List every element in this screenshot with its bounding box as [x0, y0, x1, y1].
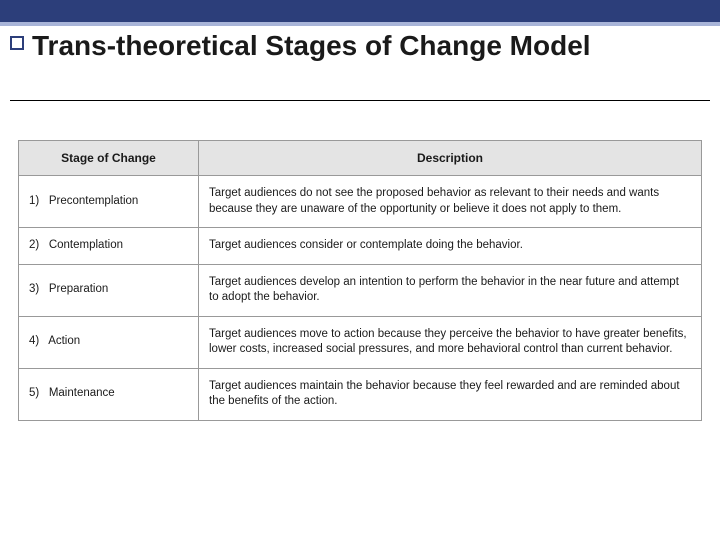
title-underline	[10, 100, 710, 101]
table-header-row: Stage of Change Description	[19, 141, 702, 176]
stage-num: 3)	[29, 283, 39, 295]
description-cell: Target audiences develop an intention to…	[199, 264, 702, 316]
description-cell: Target audiences maintain the behavior b…	[199, 368, 702, 420]
table-row: 3) Preparation Target audiences develop …	[19, 264, 702, 316]
description-cell: Target audiences do not see the proposed…	[199, 176, 702, 228]
table-row: 1) Precontemplation Target audiences do …	[19, 176, 702, 228]
stage-cell: 5) Maintenance	[19, 368, 199, 420]
header-stage: Stage of Change	[19, 141, 199, 176]
stage-cell: 3) Preparation	[19, 264, 199, 316]
table-row: 2) Contemplation Target audiences consid…	[19, 228, 702, 265]
stage-name: Action	[48, 335, 80, 347]
stages-table: Stage of Change Description 1) Precontem…	[18, 140, 702, 421]
stage-num: 2)	[29, 239, 39, 251]
stage-cell: 1) Precontemplation	[19, 176, 199, 228]
slide-top-border-light	[0, 22, 720, 26]
stage-name: Contemplation	[49, 239, 123, 251]
header-description: Description	[199, 141, 702, 176]
stage-num: 1)	[29, 195, 39, 207]
slide-top-border-dark	[0, 0, 720, 22]
title-bullet-icon	[10, 36, 24, 50]
stage-num: 4)	[29, 335, 39, 347]
stage-name: Maintenance	[49, 387, 115, 399]
description-cell: Target audiences consider or contemplate…	[199, 228, 702, 265]
stage-cell: 2) Contemplation	[19, 228, 199, 265]
stage-name: Precontemplation	[49, 195, 139, 207]
description-cell: Target audiences move to action because …	[199, 316, 702, 368]
stage-cell: 4) Action	[19, 316, 199, 368]
slide-title: Trans-theoretical Stages of Change Model	[32, 28, 591, 63]
table-row: 5) Maintenance Target audiences maintain…	[19, 368, 702, 420]
stage-num: 5)	[29, 387, 39, 399]
table-row: 4) Action Target audiences move to actio…	[19, 316, 702, 368]
stage-name: Preparation	[49, 283, 108, 295]
